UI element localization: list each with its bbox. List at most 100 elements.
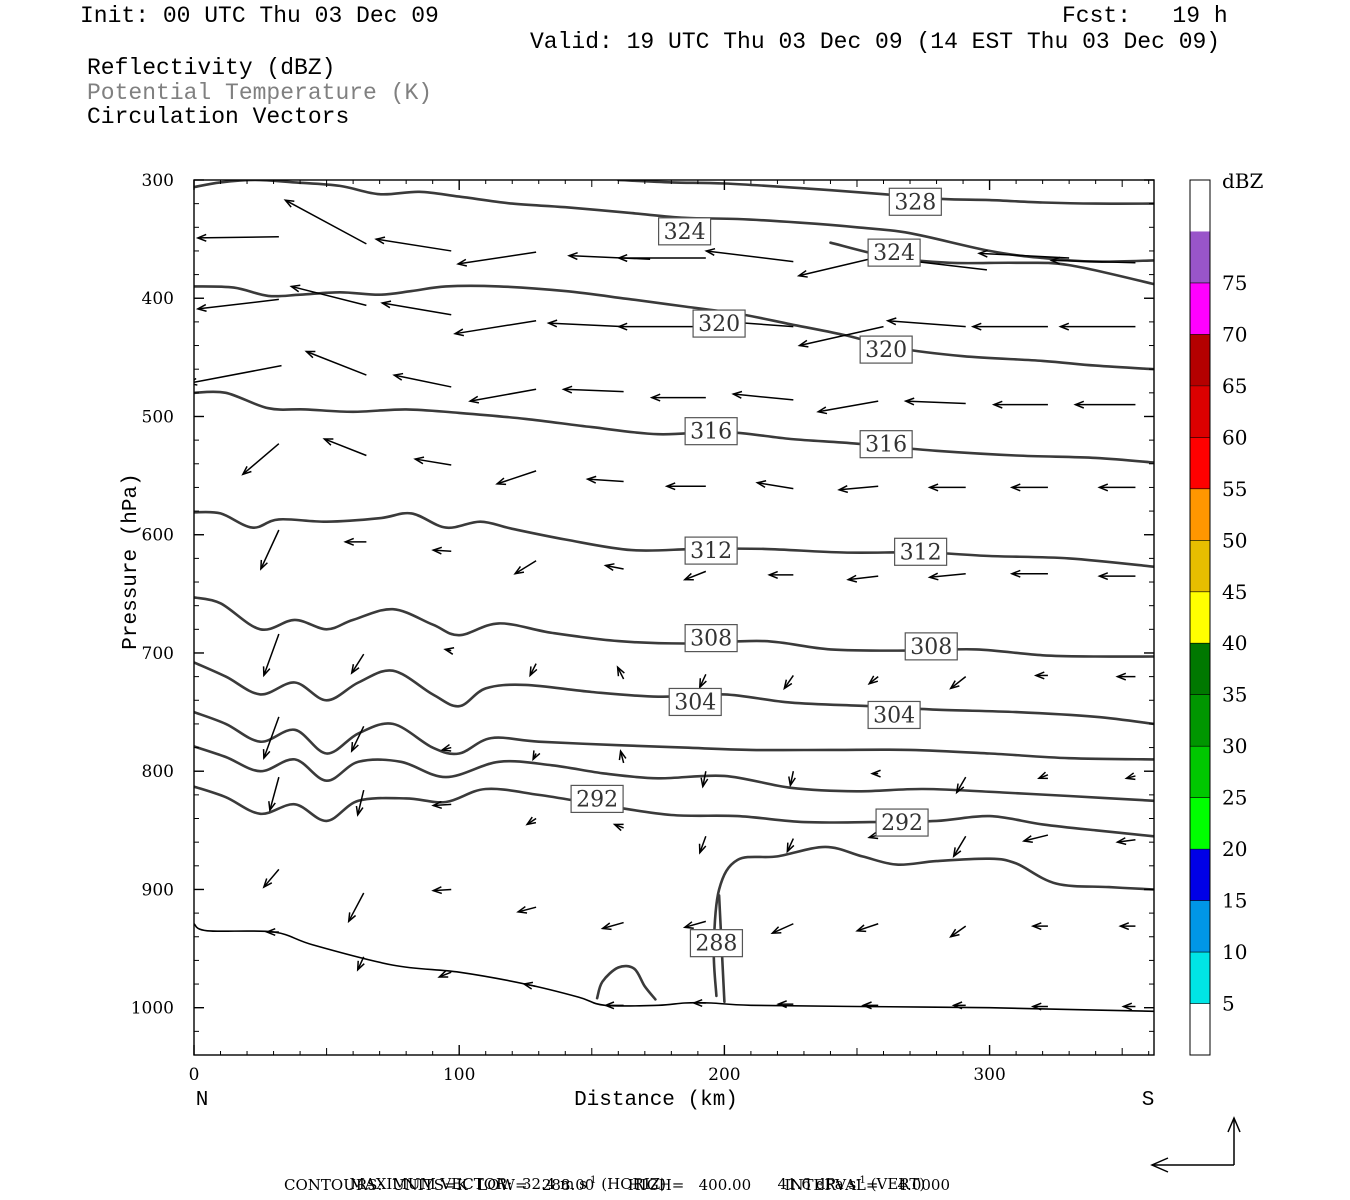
circulation-vector <box>304 350 367 376</box>
contour-label-text: 308 <box>910 635 952 660</box>
colorbar-segment <box>1190 231 1210 283</box>
vector-head <box>546 319 558 328</box>
contour-label-text: 312 <box>900 540 942 565</box>
field-reflectivity-label: Reflectivity (dBZ) <box>87 55 336 81</box>
isentrope-296 <box>194 745 1154 803</box>
vector-shaft <box>818 400 879 413</box>
circulation-vector <box>529 663 538 678</box>
vector-shaft <box>351 653 365 674</box>
circulation-vector <box>546 319 624 328</box>
circulation-vector <box>1073 400 1136 409</box>
circulation-vector <box>262 633 280 678</box>
vector-shaft <box>454 319 537 335</box>
vector-shaft <box>702 771 707 787</box>
vector-head <box>649 393 661 402</box>
circulation-vector <box>268 776 280 813</box>
vector-shaft <box>324 438 367 457</box>
circulation-vector <box>603 563 624 571</box>
circulation-vector <box>616 665 625 680</box>
contour-label-box <box>684 536 738 565</box>
circulation-vector <box>776 1000 794 1009</box>
contour-label: 320 <box>859 335 913 364</box>
contour-label: 320 <box>692 309 746 338</box>
vector-head <box>951 1001 963 1010</box>
vector-head <box>616 322 628 331</box>
isentrope-316 <box>194 390 1154 464</box>
valid-time-label: Valid: 19 UTC Thu 03 Dec 09 (14 EST Thu … <box>530 29 1221 55</box>
circulation-vector <box>867 675 879 685</box>
forecast-hour-label: Fcst: 19 h <box>1062 3 1228 29</box>
circulation-vector <box>195 298 279 312</box>
vector-shaft <box>783 675 794 689</box>
circulation-vector <box>1030 922 1048 931</box>
vector-head <box>797 339 809 348</box>
vector-head <box>356 960 365 972</box>
circulation-vector <box>903 397 966 406</box>
contours-footer: CONTOURS: UNITS=K LOW= 288.00 HIGH= 400.… <box>284 1176 950 1194</box>
circulation-vector <box>600 921 624 931</box>
circulation-vector <box>861 1001 879 1010</box>
contour-label: 288 <box>689 929 744 958</box>
vector-head <box>970 322 982 331</box>
vector-head <box>731 390 743 399</box>
circulation-vector <box>431 546 452 555</box>
circulation-vector <box>786 838 795 854</box>
vector-shaft <box>514 560 537 575</box>
vector-head <box>786 842 795 854</box>
vector-head <box>440 743 452 752</box>
vector-shaft <box>789 771 795 786</box>
vector-shaft <box>1023 834 1049 842</box>
vector-head <box>977 249 988 258</box>
vector-shaft <box>529 663 537 676</box>
circulation-vector <box>453 319 537 337</box>
vector-shaft <box>394 374 452 388</box>
contour-label: 308 <box>904 632 958 661</box>
plot-content <box>194 180 1154 1013</box>
colorbar-level-label: 50 <box>1222 528 1247 552</box>
colorbar-level-label: 75 <box>1222 271 1247 295</box>
vector-shaft <box>950 925 967 938</box>
circulation-vector <box>991 400 1048 409</box>
isentrope-308 <box>194 596 1154 658</box>
x-tick-label: 300 <box>973 1065 1005 1085</box>
colorbar-segment <box>1190 643 1210 695</box>
vector-head <box>355 805 364 817</box>
south-label: S <box>1142 1089 1155 1112</box>
contour-label-text: 292 <box>576 787 618 812</box>
circulation-vector <box>855 923 879 933</box>
circulation-vector <box>262 716 280 761</box>
vector-shaft <box>953 835 967 857</box>
vector-head <box>698 678 707 690</box>
circulation-vector <box>1021 834 1049 843</box>
vector-head <box>682 921 694 929</box>
vector-head <box>927 572 939 581</box>
horiz-exponent: -1 <box>586 1175 597 1186</box>
vector-shaft <box>260 529 280 570</box>
contour-label-box <box>692 309 746 338</box>
vector-shaft <box>285 199 367 245</box>
circulation-vector <box>870 769 881 778</box>
vector-head <box>522 981 534 990</box>
circulation-vector <box>700 771 709 789</box>
circulation-vector <box>927 483 966 492</box>
circulation-vector <box>561 385 624 394</box>
circulation-vector <box>585 475 624 484</box>
vector-head <box>567 252 578 261</box>
vector-head <box>262 878 273 889</box>
colorbar-segment <box>1190 591 1210 644</box>
y-tick-label: 700 <box>142 644 174 664</box>
vector-shaft <box>602 921 624 930</box>
vector-shaft <box>684 570 707 581</box>
circulation-vector <box>616 322 706 331</box>
circulation-vector <box>927 572 966 581</box>
max-vector-footer: MAXIMUM VECTOR: 32.4 m s-1 (HORIZ) <box>340 1157 666 1193</box>
circulation-vector <box>977 249 1070 259</box>
vector-head <box>529 666 538 678</box>
circulation-vector <box>1124 772 1136 781</box>
circulation-vector <box>618 749 627 764</box>
contour-label-text: 292 <box>881 811 923 836</box>
vector-head <box>561 385 573 394</box>
circulation-vector <box>380 300 452 316</box>
circulation-vector <box>440 743 452 752</box>
colorbar-level-label: 10 <box>1222 940 1247 964</box>
